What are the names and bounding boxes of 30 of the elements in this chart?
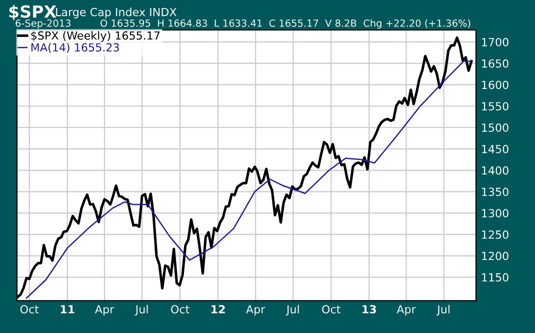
y-tick-label: 1350 [482,188,508,196]
y-tick-label: 1500 [482,123,508,132]
legend-label: MA(14) 1655.23 [31,42,119,53]
x-tick-label: Apr [94,305,114,316]
y-tick-label: 1250 [482,230,508,239]
x-tick-label: 13 [362,305,376,314]
x-tick-label: 11 [60,305,74,314]
chart-title: $SPX [9,4,56,20]
x-tick-label: Oct [20,305,39,314]
x-tick-label: Jul [436,304,450,316]
x-tick-label: Jul [286,304,299,316]
y-tick-label: 1700 [482,38,508,46]
legend-label: $SPX (Weekly) 1655.17 [31,31,160,42]
y-tick-label: 1650 [482,59,508,68]
y-tick-label: 1400 [482,166,508,175]
x-tick-label: Oct [322,305,340,314]
x-tick-label: Apr [246,305,266,316]
y-tick-label: 1300 [482,209,508,218]
chart-subtitle: Large Cap Index INDX [56,8,176,18]
text: O 1635.95 H 1664.83 L 1633.41 C 1655.17 V 8.2B Chg +22.20 (+1.36%) [100,19,470,29]
y-tick-label: 1150 [482,273,508,282]
x-tick-label: Jul [134,304,148,316]
text: 6-Sep-2013 [16,19,70,29]
y-tick-label: 1550 [482,102,508,110]
y-tick-label: 1200 [482,252,508,260]
x-tick-label: 12 [212,305,225,314]
x-tick-label: Apr [396,305,416,316]
x-tick-label: Oct [171,305,190,314]
y-tick-label: 1600 [482,80,508,90]
y-tick-label: 1450 [482,144,508,154]
